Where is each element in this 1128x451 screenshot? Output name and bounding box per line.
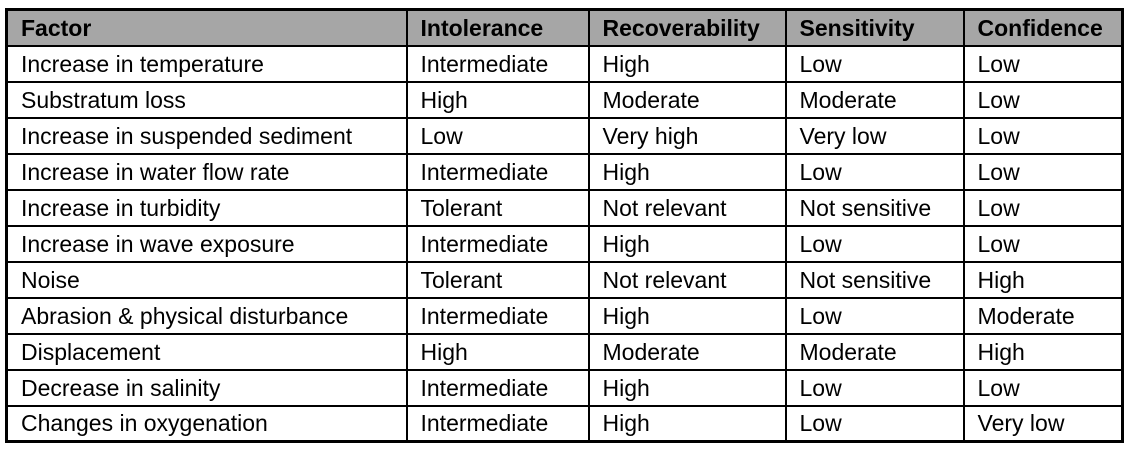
intolerance-cell: Intermediate [405,152,590,191]
recoverability-cell: High [587,44,787,83]
factor-cell: Increase in suspended sediment [5,116,408,155]
table-row: Increase in wave exposure Intermediate Hig… [5,224,1124,263]
confidence-cell: Low [962,152,1124,191]
factor-sensitivity-table-container: Factor Intolerance Recoverability Sensit… [5,8,1124,443]
confidence-cell: High [962,260,1124,299]
sensitivity-cell: Very low [784,116,965,155]
intolerance-cell: Tolerant [405,260,590,299]
sensitivity-cell: Low [784,152,965,191]
table-row: Increase in suspended sediment Low Very hi… [5,116,1124,155]
sensitivity-cell: Moderate [784,332,965,371]
recoverability-cell: High [587,152,787,191]
confidence-cell: Low [962,368,1124,407]
factor-cell: Decrease in salinity [5,368,408,407]
factor-cell: Increase in wave exposure [5,224,408,263]
table-row: Increase in turbidity Tolerant Not relevan… [5,188,1124,227]
sensitivity-cell: Low [784,368,965,407]
confidence-cell: Very low [962,404,1124,443]
factor-cell: Increase in temperature [5,44,408,83]
recoverability-cell: Not relevant [587,188,787,227]
column-header-intolerance: Intolerance [405,8,590,47]
factor-cell: Changes in oxygenation [5,404,408,443]
confidence-cell: Low [962,80,1124,119]
table-header-row: Factor Intolerance Recoverability Sensit… [5,8,1124,47]
factor-cell: Increase in turbidity [5,188,408,227]
table-row: Changes in oxygenation Intermediate High Lo… [5,404,1124,443]
sensitivity-cell: Low [784,224,965,263]
confidence-cell: High [962,332,1124,371]
recoverability-cell: High [587,368,787,407]
confidence-cell: Low [962,188,1124,227]
intolerance-cell: Intermediate [405,296,590,335]
factor-cell: Noise [5,260,408,299]
factor-sensitivity-table: Factor Intolerance Recoverability Sensit… [5,8,1124,443]
table-row: Displacement High Moderate Moderate High [5,332,1124,371]
table-row: Abrasion & physical disturbance Intermedi… [5,296,1124,335]
intolerance-cell: Intermediate [405,368,590,407]
table-row: Increase in temperature Intermediate High L… [5,44,1124,83]
table-row: Noise Tolerant Not relevant Not sensitive Hi… [5,260,1124,299]
intolerance-cell: Tolerant [405,188,590,227]
sensitivity-cell: Low [784,296,965,335]
factor-cell: Abrasion & physical disturbance [5,296,408,335]
column-header-confidence: Confidence [962,8,1124,47]
sensitivity-cell: Low [784,44,965,83]
sensitivity-cell: Not sensitive [784,188,965,227]
recoverability-cell: High [587,224,787,263]
recoverability-cell: High [587,296,787,335]
confidence-cell: Low [962,44,1124,83]
recoverability-cell: Not relevant [587,260,787,299]
sensitivity-cell: Not sensitive [784,260,965,299]
column-header-recoverability: Recoverability [587,8,787,47]
table-row: Substratum loss High Moderate Moderate Low [5,80,1124,119]
table-row: Increase in water flow rate Intermediate H… [5,152,1124,191]
factor-cell: Substratum loss [5,80,408,119]
factor-cell: Increase in water flow rate [5,152,408,191]
recoverability-cell: Very high [587,116,787,155]
intolerance-cell: High [405,80,590,119]
confidence-cell: Moderate [962,296,1124,335]
recoverability-cell: Moderate [587,332,787,371]
confidence-cell: Low [962,224,1124,263]
intolerance-cell: Intermediate [405,404,590,443]
sensitivity-cell: Low [784,404,965,443]
confidence-cell: Low [962,116,1124,155]
intolerance-cell: High [405,332,590,371]
recoverability-cell: High [587,404,787,443]
column-header-sensitivity: Sensitivity [784,8,965,47]
intolerance-cell: Intermediate [405,224,590,263]
column-header-factor: Factor [5,8,408,47]
sensitivity-cell: Moderate [784,80,965,119]
factor-cell: Displacement [5,332,408,371]
intolerance-cell: Low [405,116,590,155]
table-body: Increase in temperature Intermediate High L… [5,44,1124,443]
table-row: Decrease in salinity Intermediate High Low L… [5,368,1124,407]
intolerance-cell: Intermediate [405,44,590,83]
recoverability-cell: Moderate [587,80,787,119]
